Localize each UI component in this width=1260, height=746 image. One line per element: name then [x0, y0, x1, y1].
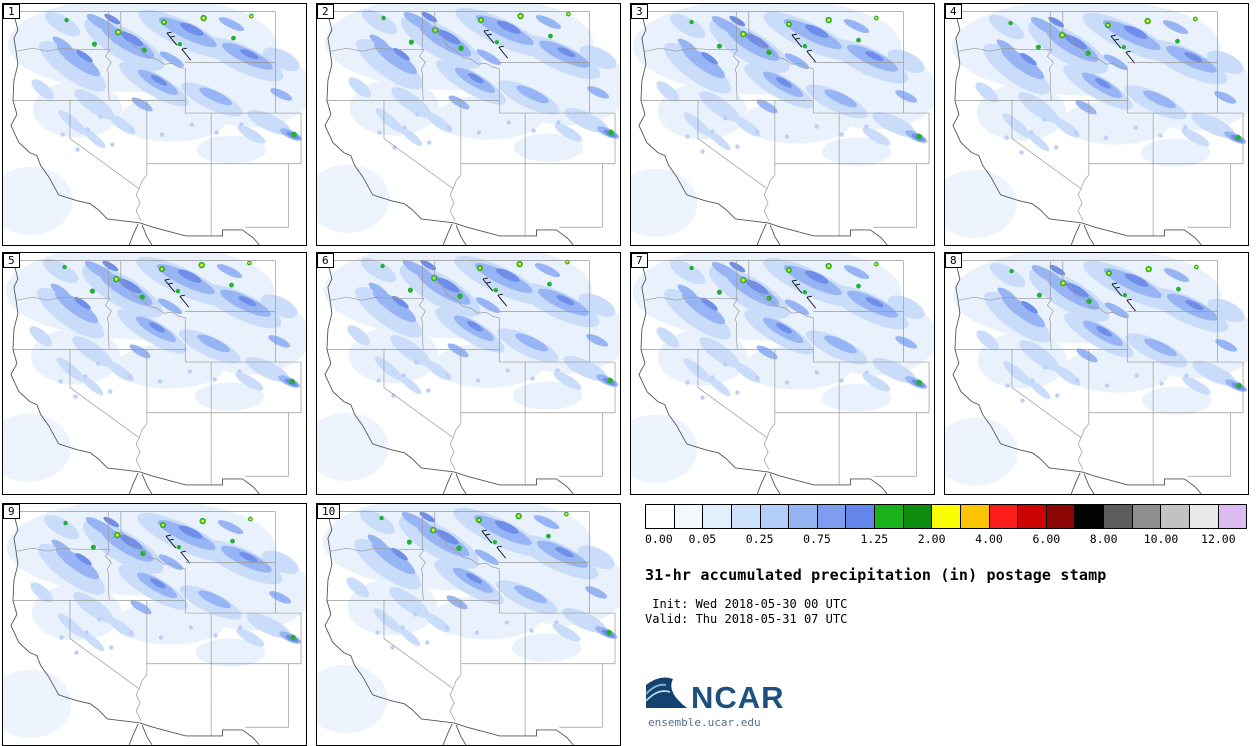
- colorbar-segment: [673, 505, 703, 528]
- colorbar-tick-label: 4.00: [975, 532, 1003, 546]
- colorbar-segment: [931, 505, 960, 528]
- colorbar-tick-label: 0.75: [803, 532, 831, 546]
- member-number-label: 10: [317, 504, 341, 519]
- colorbar-segment: [988, 505, 1018, 528]
- member-number-label: 6: [317, 253, 334, 268]
- colorbar-segment: [1017, 505, 1046, 528]
- site-url: ensemble.ucar.edu: [648, 716, 761, 729]
- colorbar-segment: [646, 505, 674, 528]
- precip-map: [945, 4, 1248, 245]
- colorbar-segment: [1217, 505, 1247, 528]
- colorbar-tick-label: 8.00: [1089, 532, 1118, 546]
- colorbar-segment: [788, 505, 817, 528]
- colorbar-tick-label: 1.25: [860, 532, 889, 546]
- ncar-logo-text: NCAR: [691, 680, 785, 715]
- member-panel: 10: [316, 503, 621, 746]
- precip-map: [631, 4, 934, 245]
- precip-map: [317, 253, 620, 494]
- precip-map: [317, 4, 620, 245]
- member-number-label: 1: [3, 4, 20, 19]
- colorbar-segment: [1188, 505, 1218, 528]
- plot-title: 31-hr accumulated precipitation (in) pos…: [645, 566, 1107, 584]
- colorbar-segment: [845, 505, 874, 528]
- precip-map: [3, 504, 306, 745]
- init-time-line: Init: Wed 2018-05-30 00 UTC: [645, 597, 848, 611]
- colorbar-segment: [959, 505, 989, 528]
- colorbar-tick-label: 2.00: [917, 532, 946, 546]
- member-panel: 2: [316, 3, 621, 246]
- precip-map: [3, 253, 306, 494]
- colorbar-tick-label: 0.25: [745, 532, 774, 546]
- member-panel: 9: [2, 503, 307, 746]
- legend-block: 0.00 0.05 0.25 0.75 1.25 2.00 4.00 6.00 8.00 10.0…: [645, 504, 1257, 729]
- colorbar-segment: [759, 505, 789, 528]
- member-number-label: 9: [3, 504, 20, 519]
- member-number-label: 2: [317, 4, 334, 19]
- member-panel: 7: [630, 252, 935, 495]
- member-panel: 1: [2, 3, 307, 246]
- colorbar-segment: [1160, 505, 1189, 528]
- precip-map: [3, 4, 306, 245]
- colorbar-segment: [702, 505, 731, 528]
- ncar-logo-icon: [645, 673, 689, 713]
- colorbar-segment: [1074, 505, 1103, 528]
- colorbar-segment: [1045, 505, 1075, 528]
- member-number-label: 8: [945, 253, 962, 268]
- member-panel: 6: [316, 252, 621, 495]
- colorbar-segment: [730, 505, 760, 528]
- colorbar-segment: [816, 505, 846, 528]
- precip-map: [631, 253, 934, 494]
- member-panel: 4: [944, 3, 1249, 246]
- member-number-label: 4: [945, 4, 962, 19]
- colorbar-segment: [1131, 505, 1161, 528]
- member-number-label: 3: [631, 4, 648, 19]
- member-panel: 8: [944, 252, 1249, 495]
- precip-map: [317, 504, 620, 745]
- colorbar: [645, 504, 1247, 529]
- member-number-label: 7: [631, 253, 648, 268]
- colorbar-ticks: 0.00 0.05 0.25 0.75 1.25 2.00 4.00 6.00 8.00 10.0…: [645, 532, 1247, 547]
- member-panel: 3: [630, 3, 935, 246]
- precip-map: [945, 253, 1248, 494]
- valid-time-line: Valid: Thu 2018-05-31 07 UTC: [645, 612, 848, 626]
- colorbar-tick-label: 6.00: [1032, 532, 1061, 546]
- colorbar-tick-label: 10.00: [1143, 532, 1179, 546]
- colorbar-segment: [902, 505, 932, 528]
- colorbar-tick-label: 12.00: [1201, 532, 1236, 546]
- colorbar-segment: [1103, 505, 1132, 528]
- ncar-logo: NCAR: [645, 673, 1257, 713]
- colorbar-tick-label: 0.05: [688, 532, 717, 546]
- colorbar-segment: [874, 505, 903, 528]
- colorbar-tick-label: 0.00: [645, 532, 673, 546]
- member-number-label: 5: [3, 253, 20, 268]
- member-panel: 5: [2, 252, 307, 495]
